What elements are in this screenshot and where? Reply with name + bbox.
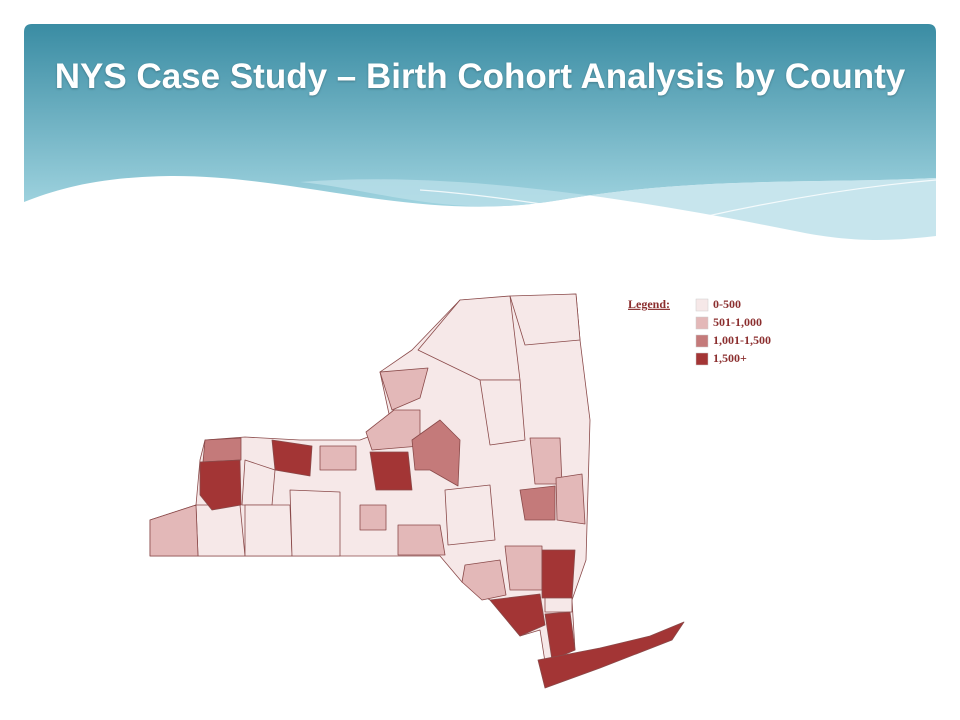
header-banner bbox=[24, 24, 936, 207]
county bbox=[461, 559, 507, 601]
county bbox=[365, 409, 421, 451]
county bbox=[411, 419, 461, 487]
slide-title: NYS Case Study – Birth Cohort Analysis b… bbox=[54, 57, 906, 96]
county bbox=[149, 504, 199, 557]
county bbox=[509, 293, 581, 346]
legend-swatch bbox=[695, 298, 709, 312]
legend-swatch bbox=[695, 316, 709, 330]
county bbox=[369, 451, 413, 491]
legend-item-label: 501-1,000 bbox=[713, 315, 762, 329]
legend-item-label: 1,001-1,500 bbox=[713, 333, 771, 347]
county bbox=[489, 593, 546, 637]
county bbox=[504, 545, 543, 591]
county bbox=[519, 485, 556, 521]
county bbox=[199, 459, 242, 511]
header-wave-line bbox=[419, 179, 937, 261]
legend-swatch bbox=[695, 334, 709, 348]
county bbox=[544, 597, 573, 613]
county bbox=[244, 504, 293, 557]
county bbox=[289, 489, 341, 557]
legend-item-label: 0-500 bbox=[713, 297, 741, 311]
county bbox=[479, 379, 526, 446]
legend-item-label: 1,500+ bbox=[713, 351, 747, 365]
legend-label: Legend: bbox=[628, 297, 670, 311]
county bbox=[541, 549, 576, 599]
legend: Legend: 0-500 501-1,000 1,001-1,500 1,500+ bbox=[628, 297, 771, 366]
county bbox=[319, 445, 357, 471]
county bbox=[544, 611, 576, 661]
county bbox=[397, 524, 446, 556]
county bbox=[359, 504, 387, 531]
county bbox=[444, 484, 496, 546]
legend-swatch bbox=[695, 352, 709, 366]
county bbox=[537, 621, 685, 689]
county bbox=[555, 473, 586, 525]
county bbox=[379, 367, 429, 411]
county bbox=[271, 439, 313, 477]
county bbox=[529, 437, 563, 485]
county bbox=[202, 437, 242, 463]
county bbox=[195, 504, 246, 557]
map bbox=[149, 293, 685, 689]
